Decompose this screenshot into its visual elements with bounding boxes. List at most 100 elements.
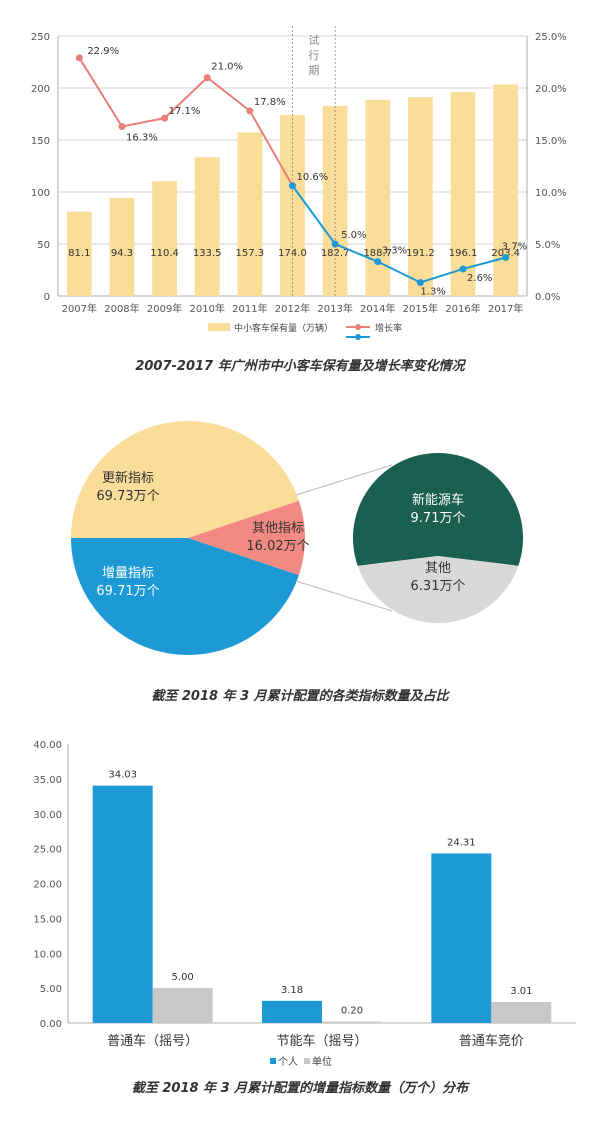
y-tick: 20.00 (33, 880, 62, 891)
pie-slice (71, 420, 299, 538)
bar (431, 853, 492, 1023)
bar (66, 211, 92, 296)
line-point (416, 278, 424, 286)
bar (450, 92, 476, 296)
x-tick-label: 2015年 (403, 302, 438, 315)
legend-swatch-bar (208, 323, 230, 331)
y-tick: 10.00 (33, 949, 62, 960)
slice-name: 新能源车 (412, 492, 464, 508)
bar-value-label: 3.01 (510, 986, 532, 997)
legend-swatch (304, 1058, 310, 1064)
x-tick-label: 普通车（摇号） (107, 1033, 198, 1049)
x-tick-label: 2009年 (147, 302, 182, 315)
bar (408, 97, 433, 296)
slice-value: 9.71万个 (411, 511, 466, 526)
y-tick-left: 0 (44, 292, 50, 303)
line-point (374, 258, 382, 266)
y-tick-right: 15.0% (535, 136, 567, 147)
x-tick-label: 2008年 (104, 302, 139, 315)
legend-swatch (270, 1058, 276, 1064)
breakdown-slice (353, 453, 523, 566)
bar-value-label: 110.4 (150, 248, 179, 259)
x-tick-label: 2013年 (317, 302, 352, 315)
bar (322, 1021, 382, 1023)
slice-name: 增量指标 (102, 566, 154, 581)
bar-value-label: 203.4 (491, 248, 520, 259)
bar (491, 1002, 552, 1023)
line-value-label: 2.6% (467, 273, 492, 284)
bar (262, 1000, 322, 1023)
y-tick-right: 20.0% (535, 84, 567, 95)
line-value-label: 1.3% (420, 286, 445, 297)
period-label: 行 (308, 49, 319, 62)
chart-caption: 2007-2017 年广州市中小客车保有量及增长率变化情况 (135, 358, 466, 374)
x-tick-label: 普通车竞价 (459, 1033, 524, 1049)
bar-value-label: 182.7 (321, 248, 350, 259)
y-tick-right: 10.0% (535, 188, 567, 199)
bar-value-label: 174.0 (278, 248, 307, 259)
legend-label: 中小客车保有量（万辆） (234, 322, 333, 334)
bar (92, 785, 153, 1023)
bar-value-label: 24.31 (447, 837, 476, 848)
y-tick: 5.00 (40, 984, 62, 995)
legend-swatch-dot (355, 324, 361, 330)
bar (194, 157, 220, 296)
line-value-label: 21.0% (211, 62, 243, 73)
y-tick-left: 250 (31, 32, 50, 43)
line-value-label: 16.3% (126, 132, 158, 143)
bar-value-label: 157.3 (236, 248, 265, 259)
line-value-label: 3.7% (502, 242, 527, 253)
period-label: 试 (308, 34, 319, 47)
y-tick-right: 25.0% (535, 32, 567, 43)
slice-name: 其他 (425, 561, 451, 576)
legend-swatch-dot (355, 334, 361, 340)
connector-lines (295, 464, 393, 612)
bar (152, 988, 213, 1023)
bar-value-label: 81.1 (68, 248, 90, 259)
bar-value-label: 3.18 (281, 985, 303, 996)
x-tick-label: 2016年 (445, 302, 480, 315)
x-tick-label: 2012年 (275, 302, 310, 315)
period-label: 期 (308, 64, 319, 77)
line-point (75, 54, 83, 62)
bar-value-label: 133.5 (193, 248, 222, 259)
x-tick-label: 2014年 (360, 302, 395, 315)
x-tick-label: 2010年 (190, 302, 225, 315)
line-value-label: 3.3% (382, 246, 407, 257)
bar (237, 132, 263, 296)
y-tick: 30.00 (33, 810, 62, 821)
y-tick: 0.00 (40, 1019, 62, 1030)
x-tick-label: 2017年 (488, 302, 523, 315)
bar (152, 181, 177, 296)
y-tick-left: 150 (31, 136, 50, 147)
x-tick-label: 2007年 (62, 302, 97, 315)
y-tick-left: 50 (37, 240, 50, 251)
line-point (161, 114, 169, 122)
growth-line-segment (78, 57, 294, 187)
line-point (246, 107, 254, 115)
incremental-quota-chart: 0.00 5.00 10.00 15.00 20.00 25.00 30.00 35.00 40… (33, 740, 576, 1096)
legend-label: 增长率 (375, 322, 402, 334)
line-point (289, 182, 296, 190)
bar (109, 197, 135, 296)
bar-series: 81.1 94.3 110.4 133.5 157.3 174.0 182.7 188.7 19… (66, 84, 520, 297)
pie-slice (188, 500, 305, 576)
connector-line (295, 580, 393, 612)
line-point (203, 74, 211, 82)
bar (322, 105, 348, 296)
slice-value: 6.31万个 (411, 579, 466, 594)
y-tick-right: 0.0% (535, 292, 560, 303)
line-point (502, 254, 510, 262)
pie-slice (71, 538, 299, 655)
legend-label: 个人 (278, 1056, 298, 1068)
chart-caption: 截至 2018 年 3 月累计配置的各类指标数量及占比 (151, 688, 450, 704)
connector-line (295, 464, 393, 496)
bar-value-label: 34.03 (108, 770, 137, 781)
legend: 中小客车保有量（万辆） 增长率 (208, 322, 402, 340)
breakdown-slice (357, 556, 519, 624)
line-value-label: 22.9% (87, 46, 119, 57)
slice-name: 更新指标 (102, 470, 154, 486)
